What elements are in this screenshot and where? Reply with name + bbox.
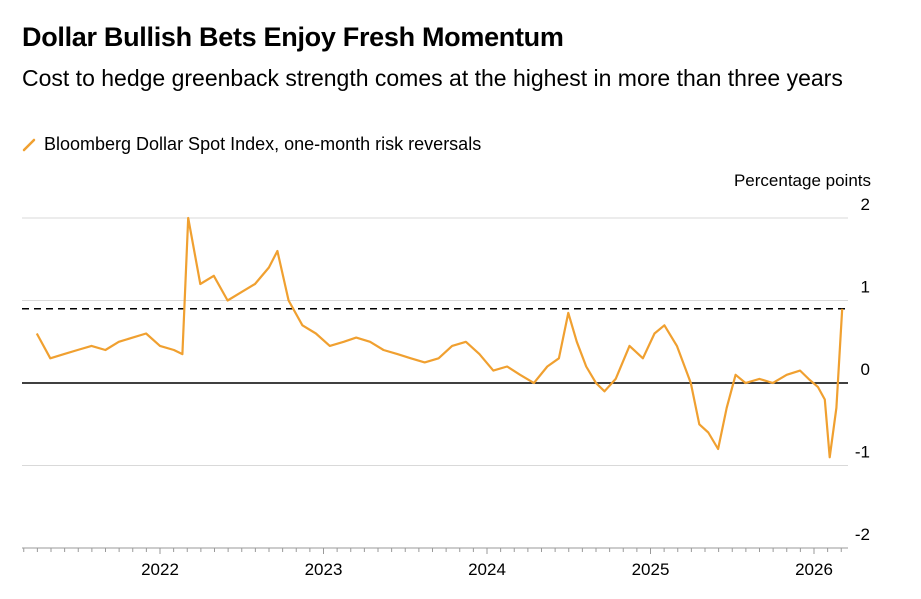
- legend-swatch-icon: [22, 138, 36, 151]
- chart-title: Dollar Bullish Bets Enjoy Fresh Momentum: [22, 22, 564, 52]
- x-tick-label: 2022: [141, 560, 179, 579]
- y-tick-label: 1: [861, 278, 870, 297]
- legend-label: Bloomberg Dollar Spot Index, one-month r…: [44, 134, 482, 154]
- legend: Bloomberg Dollar Spot Index, one-month r…: [22, 134, 481, 155]
- y-tick-label: -1: [855, 443, 870, 462]
- x-tick-label: 2026: [795, 560, 833, 579]
- x-tick-label: 2024: [468, 560, 506, 579]
- series-line: [35, 216, 844, 459]
- chart-subtitle: Cost to hedge greenback strength comes a…: [22, 65, 843, 91]
- x-tick-label: 2025: [632, 560, 670, 579]
- y-tick-label: 2: [861, 195, 870, 214]
- x-tick-label: 2023: [305, 560, 343, 579]
- y-tick-label: -2: [855, 525, 870, 544]
- y-tick-label: 0: [861, 360, 870, 379]
- y-axis-label: Percentage points: [733, 171, 871, 190]
